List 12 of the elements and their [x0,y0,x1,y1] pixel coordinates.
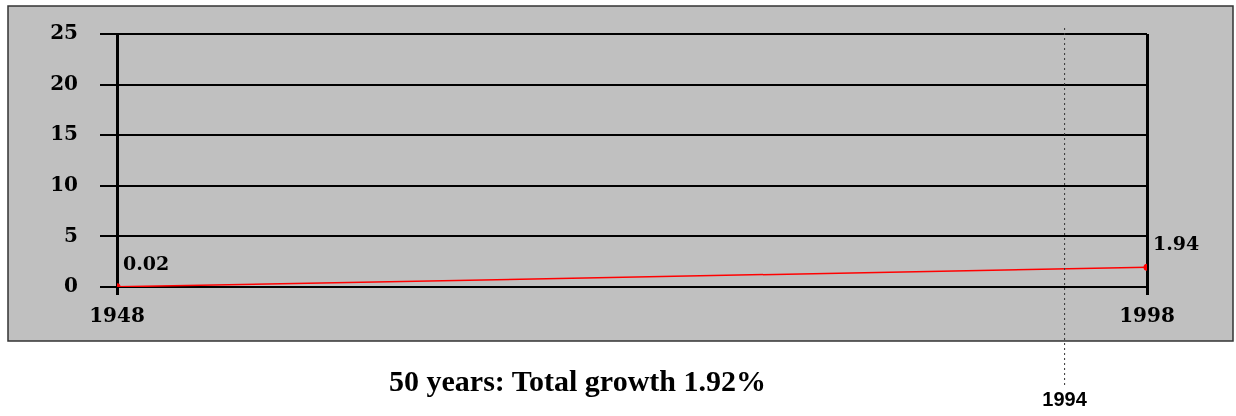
y-tick-label: 5 [64,222,78,247]
ref-line-label: 1994 [1042,387,1088,410]
text: 50 years: Total growth 1.92% [389,363,766,397]
y-tick-label: 25 [50,20,78,45]
data-label: 1.94 [1153,232,1200,255]
y-tick-label: 10 [50,172,78,196]
x-tick-label: 1948 [89,303,145,328]
y-tick-label: 15 [50,121,78,146]
y-tick-label: 0 [64,273,78,298]
x-tick-label: 1998 [1119,303,1175,328]
y-tick-label: 20 [50,70,78,95]
data-label: 0.02 [123,251,170,274]
